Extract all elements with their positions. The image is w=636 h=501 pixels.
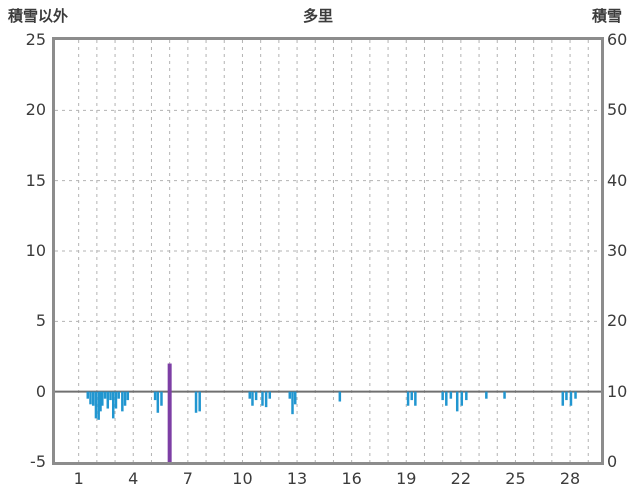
bar [167,363,172,462]
plot-frame [52,37,604,465]
bar [288,391,292,399]
x-axis-tick: 7 [182,469,193,488]
series-snow [167,363,172,462]
bar [109,391,112,401]
bar [485,391,488,399]
bar [460,391,464,406]
left-axis-tick: 0 [35,381,46,401]
bar [410,391,413,401]
bar [99,391,102,412]
bar [565,391,568,401]
right-axis-tick: 20 [607,311,628,331]
right-axis-title: 積雪 [591,7,622,25]
left-axis-tick: 5 [35,311,46,331]
bar [103,391,107,399]
right-axis-tick: 50 [607,100,628,120]
bar [156,391,160,413]
x-axis-tick: 19 [396,469,417,488]
left-axis-tick: 10 [25,241,46,260]
bar [126,391,130,401]
bar [293,391,297,405]
bar [264,391,268,408]
bar [89,391,92,405]
bar [569,391,573,406]
bar [160,391,163,406]
bar [455,391,459,412]
left-axis-tick: 15 [25,170,46,190]
bar [194,391,198,413]
bar [574,391,577,399]
x-axis-tick: 1 [73,469,84,488]
right-axis-tick: 60 [607,30,628,49]
x-axis-tick: 16 [341,469,362,488]
left-axis-tick: 25 [25,30,46,49]
bar [449,391,453,399]
bar [198,391,201,412]
bar [106,391,110,409]
plot-canvas [55,40,601,462]
x-axis-tick: 25 [505,469,526,488]
bar [101,391,104,406]
bar [117,391,120,399]
bar [251,391,254,406]
bar [94,391,98,419]
bar [248,391,251,399]
bar [123,391,127,406]
series-precipitation [86,391,577,420]
x-axis-tick: 28 [559,469,581,488]
bar [406,391,410,406]
bar [291,391,294,415]
right-axis-tick: 40 [607,170,628,190]
bar [261,391,264,406]
bar [114,391,118,409]
bar [338,391,342,402]
bar [121,391,124,412]
x-axis-tick: 13 [286,469,308,488]
right-axis-tick: 30 [607,241,628,260]
bar [441,391,444,401]
bar [91,391,95,406]
bar [503,391,506,399]
right-axis-tick: 0 [607,452,618,471]
bar [86,391,90,399]
bar [254,391,258,401]
bar [414,391,417,406]
chart-title: 多里 [302,7,333,25]
bar [561,391,565,406]
left-axis-title: 積雪以外 [8,7,69,25]
bar [445,391,448,406]
left-axis-tick: -5 [30,452,46,471]
bar [465,391,468,401]
bar [111,391,115,419]
x-axis-tick: 22 [450,469,472,488]
x-axis-tick: 4 [128,469,139,488]
bar [268,391,272,399]
x-axis-tick: 10 [232,469,253,488]
left-axis-tick: 20 [25,100,46,120]
right-axis-tick: 10 [607,381,628,401]
bar [153,391,157,401]
bar [97,391,100,420]
